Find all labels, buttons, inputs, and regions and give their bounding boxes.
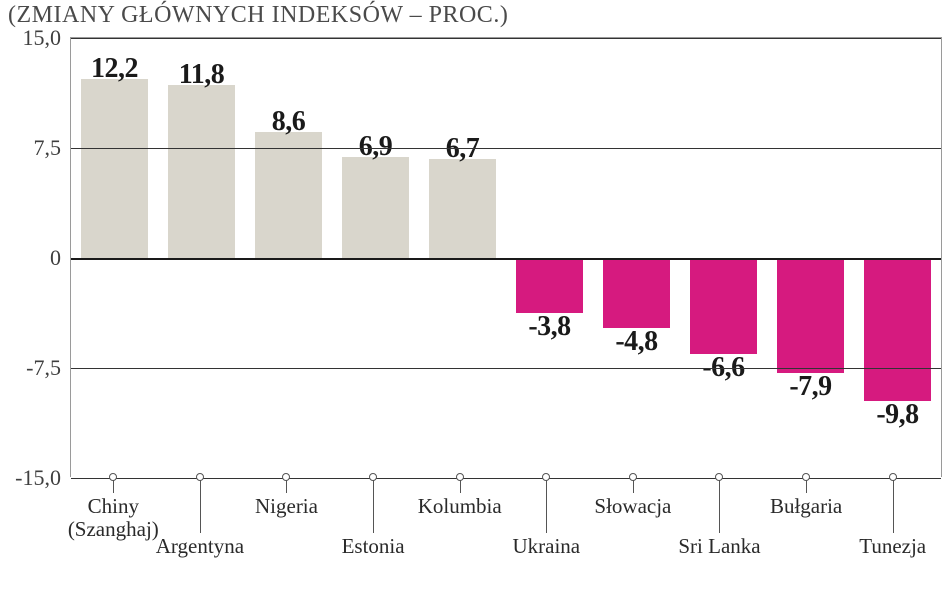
chart-plot-area: 12,211,88,66,96,7-3,8-4,8-6,6-7,9-9,8 15… <box>70 37 942 477</box>
bar-value-label: 6,7 <box>446 133 480 165</box>
category-marker-icon <box>715 473 723 481</box>
bar-value-label: 12,2 <box>91 53 138 85</box>
category-label: Argentyna <box>156 535 244 558</box>
category-label: Tunezja <box>859 535 926 558</box>
y-tick-label: 0 <box>9 245 61 271</box>
category-marker-icon <box>282 473 290 481</box>
bar-value-label: -9,8 <box>876 399 918 431</box>
bar-value-label: -3,8 <box>528 311 570 343</box>
category-label: Sri Lanka <box>678 535 760 558</box>
bar <box>81 79 147 258</box>
category-label: Kolumbia <box>418 495 502 518</box>
gridline <box>71 258 941 260</box>
category-marker-icon <box>456 473 464 481</box>
category-stem <box>893 477 894 533</box>
bar <box>516 258 582 314</box>
category-stem <box>546 477 547 533</box>
gridline <box>71 368 941 369</box>
gridline <box>71 38 941 39</box>
y-tick-label: -7,5 <box>9 355 61 381</box>
chart-title: (ZMIANY GŁÓWNYCH INDEKSÓW – PROC.) <box>0 0 948 37</box>
category-label: Słowacja <box>594 495 671 518</box>
category-marker-icon <box>542 473 550 481</box>
category-marker-icon <box>629 473 637 481</box>
category-label: Estonia <box>342 535 405 558</box>
category-marker-icon <box>196 473 204 481</box>
y-tick-label: -15,0 <box>9 465 61 491</box>
category-marker-icon <box>889 473 897 481</box>
category-stem <box>373 477 374 533</box>
category-axis: Chiny(Szanghaj)Argentyna Nigeria Estonia Ko… <box>70 477 936 577</box>
bar-value-label: 8,6 <box>272 106 306 138</box>
bar-value-label: -4,8 <box>615 326 657 358</box>
bar-value-label: 11,8 <box>179 59 224 91</box>
y-tick-label: 15,0 <box>9 25 61 51</box>
bar <box>168 85 234 258</box>
bar-value-label: 6,9 <box>359 131 393 163</box>
category-label: Nigeria <box>255 495 318 518</box>
gridline <box>71 148 941 149</box>
category-marker-icon <box>369 473 377 481</box>
category-marker-icon <box>109 473 117 481</box>
y-tick-label: 7,5 <box>9 135 61 161</box>
bar <box>777 258 843 374</box>
category-label: Bułgaria <box>770 495 842 518</box>
bar <box>429 159 495 257</box>
category-label: Ukraina <box>512 535 580 558</box>
bar-value-label: -7,9 <box>789 371 831 403</box>
category-stem <box>719 477 720 533</box>
category-marker-icon <box>802 473 810 481</box>
category-stem <box>200 477 201 533</box>
bar <box>864 258 930 401</box>
bar <box>342 157 408 258</box>
bar <box>690 258 756 355</box>
bar <box>255 132 321 258</box>
chart-container: 12,211,88,66,96,7-3,8-4,8-6,6-7,9-9,8 15… <box>6 37 942 477</box>
category-label: Chiny(Szanghaj) <box>68 495 159 541</box>
bar <box>603 258 669 328</box>
